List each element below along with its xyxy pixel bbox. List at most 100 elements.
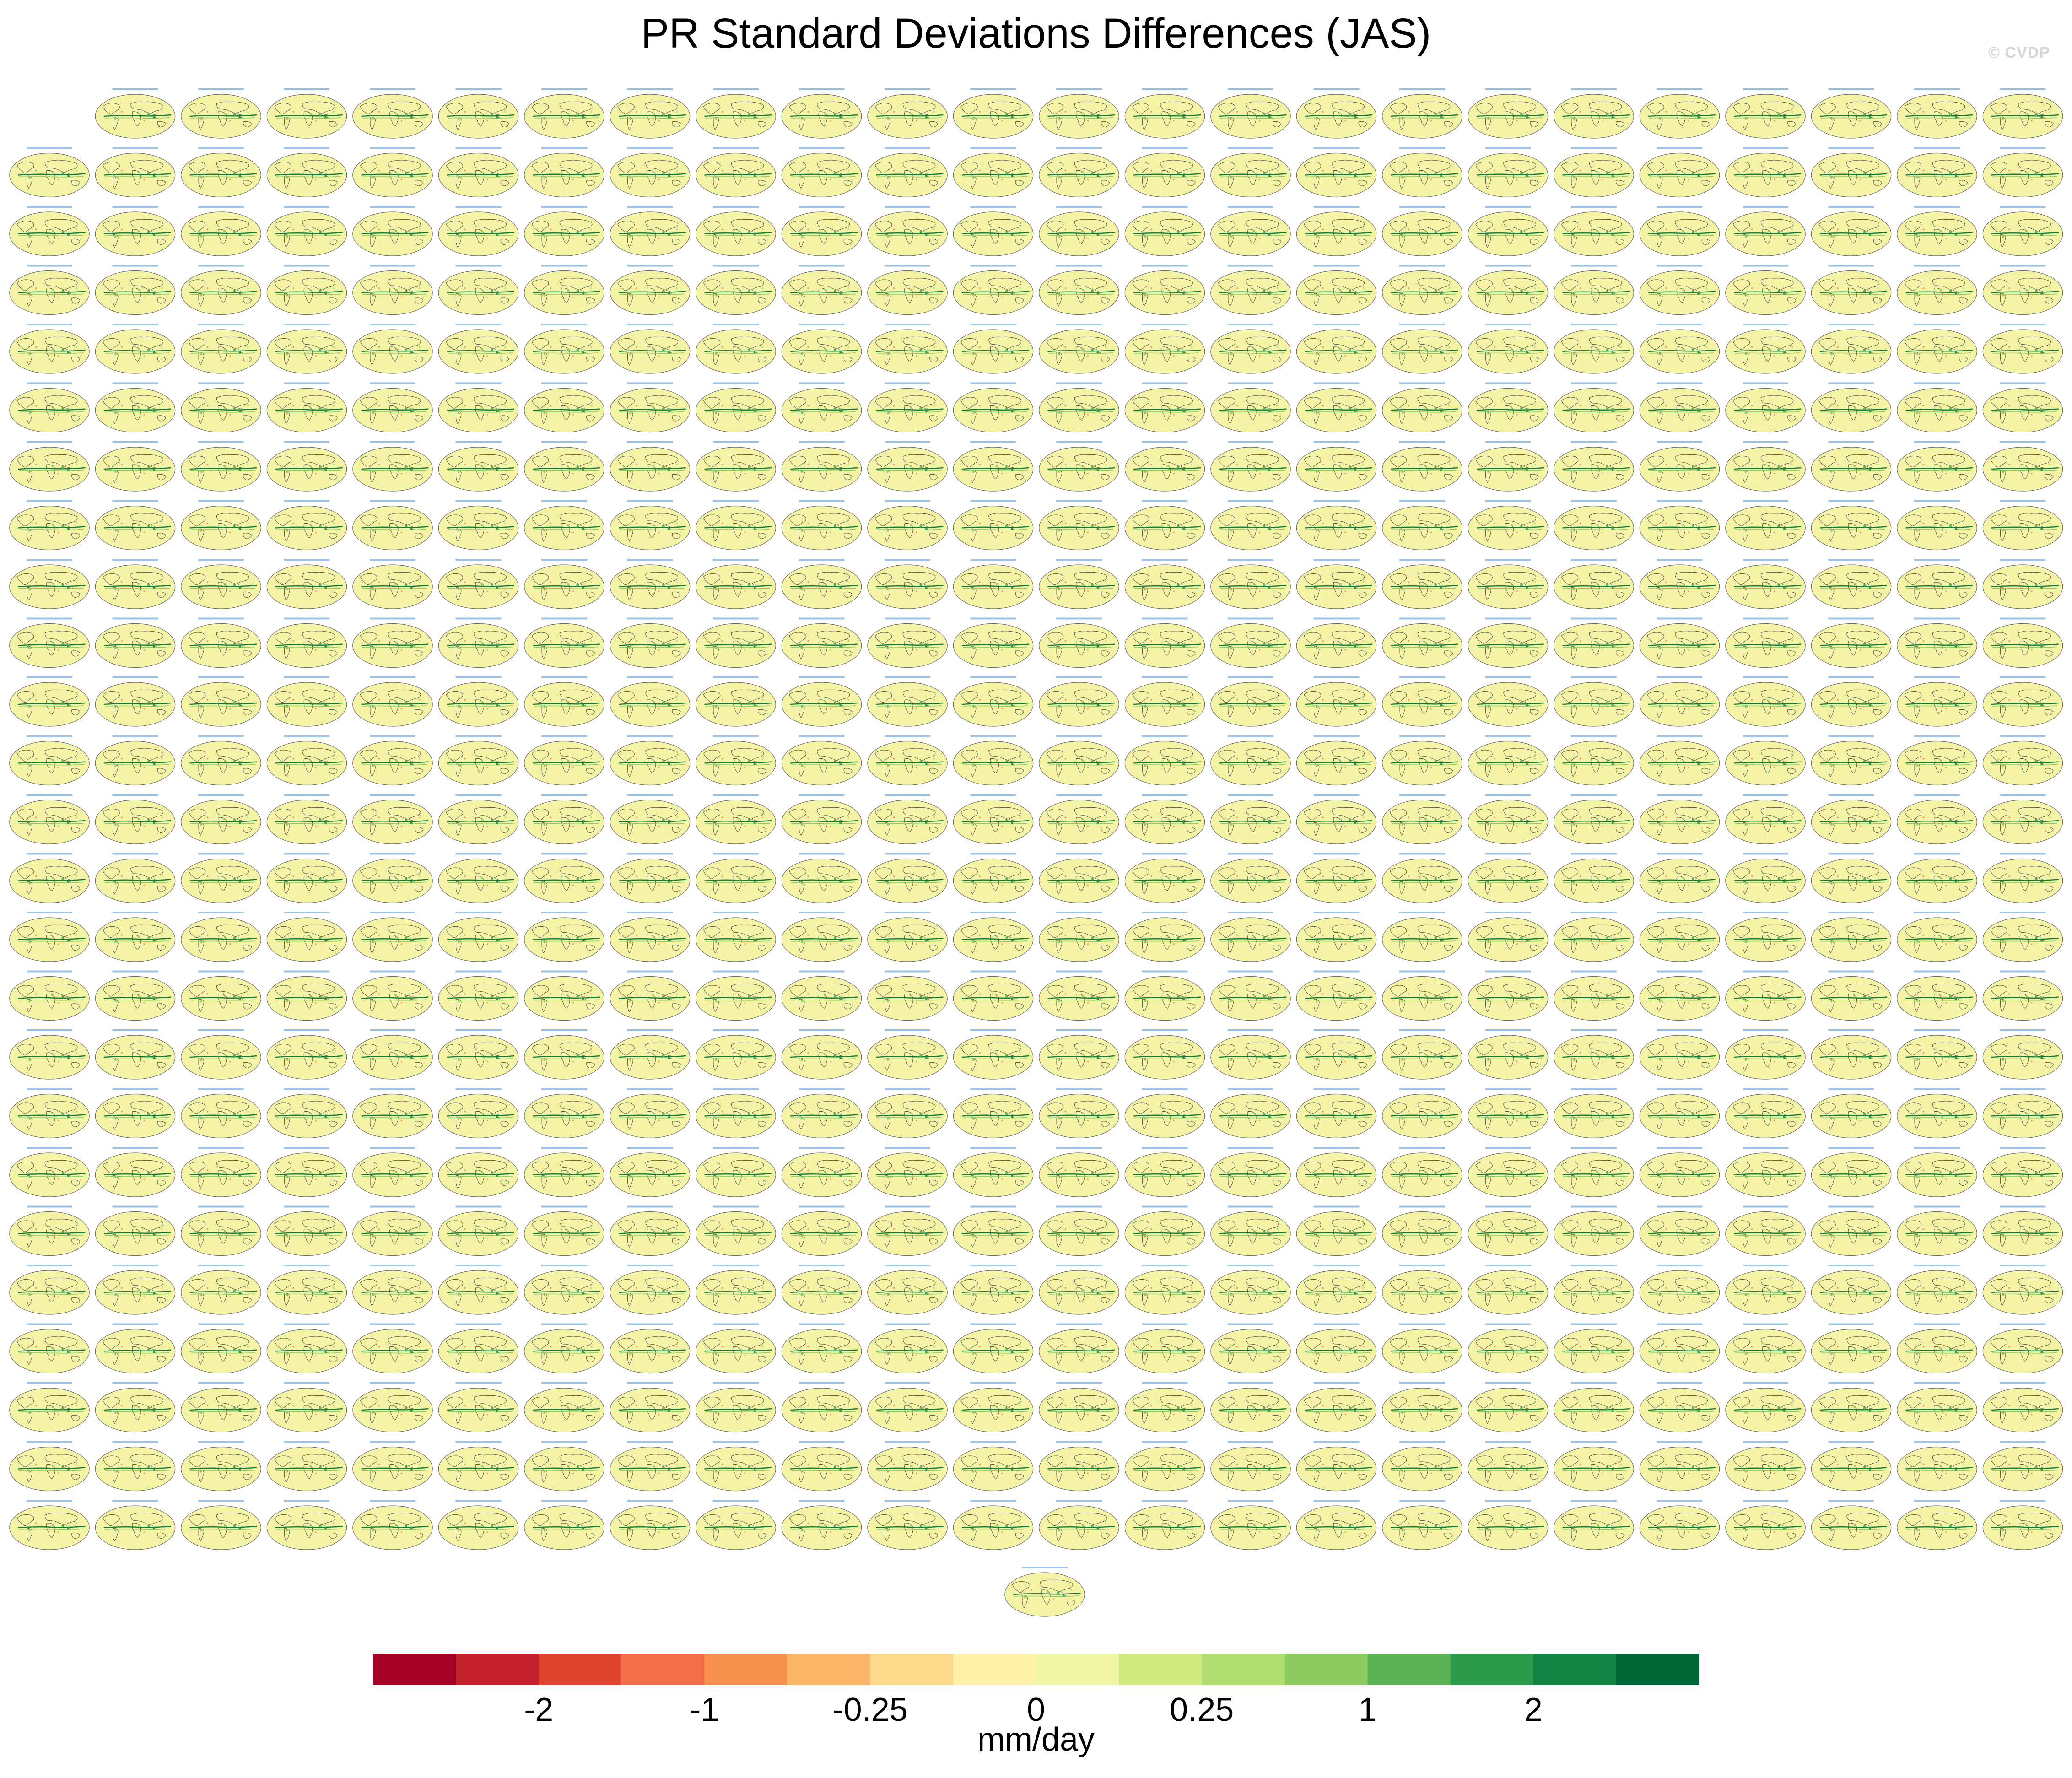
panel-title-mark — [27, 1441, 72, 1443]
map-panel — [1982, 382, 2063, 433]
map-panel — [781, 500, 862, 551]
panel-title-mark — [284, 441, 330, 443]
panel-title-mark — [1571, 1323, 1617, 1325]
map-panel — [1296, 617, 1377, 668]
panel-title-mark — [2000, 88, 2046, 90]
panel-title-mark — [1399, 1088, 1445, 1090]
panel-title-mark — [1228, 1265, 1273, 1266]
map-panel — [1811, 382, 1892, 433]
panel-title-mark — [455, 1500, 502, 1502]
panel-title-mark — [541, 500, 587, 502]
map-panel — [1896, 1147, 1978, 1197]
map-panel — [1468, 735, 1549, 786]
panel-title-mark — [799, 265, 845, 267]
map-panel — [1982, 853, 2063, 903]
map-panel — [180, 1500, 262, 1550]
map-panel — [1038, 1323, 1120, 1374]
map-panel — [953, 147, 1034, 198]
map-panel — [438, 735, 519, 786]
panel-title-mark — [27, 1265, 72, 1266]
panel-title-mark — [627, 206, 673, 208]
panel-title-mark — [112, 1088, 158, 1090]
panel-title-mark — [370, 1147, 415, 1149]
panel-title-mark — [455, 500, 502, 502]
map-panel — [867, 1323, 948, 1374]
panel-title-mark — [2000, 500, 2046, 502]
panel-title-mark — [1228, 88, 1273, 90]
panel-title-mark — [799, 500, 845, 502]
panel-title-mark — [2000, 441, 2046, 443]
map-panel — [1811, 441, 1892, 492]
panel-title-mark — [541, 1265, 587, 1266]
map-panel — [1124, 88, 1205, 139]
panel-title-mark — [1228, 970, 1273, 973]
map-panel — [1210, 1205, 1291, 1256]
panel-title-mark — [1313, 559, 1360, 561]
map-panel — [1124, 382, 1205, 433]
map-panel — [1811, 88, 1892, 139]
panel-title-mark — [799, 794, 845, 796]
panel-title-mark — [112, 1441, 158, 1443]
panel-title-mark — [799, 1500, 845, 1502]
panel-title-mark — [1914, 676, 1960, 678]
map-panel — [781, 1441, 862, 1492]
map-panel — [1725, 970, 1806, 1021]
panel-title-mark — [1399, 1500, 1445, 1502]
panel-title-mark — [198, 1205, 244, 1208]
map-panel — [1553, 676, 1635, 727]
map-panel — [352, 970, 433, 1021]
map-panel — [9, 1382, 90, 1432]
panel-title-mark — [627, 1205, 673, 1208]
map-panel — [523, 206, 605, 256]
panel-title-mark — [1657, 1029, 1703, 1031]
map-panel — [1468, 1029, 1549, 1080]
map-panel — [352, 441, 433, 492]
map-panel — [1296, 382, 1377, 433]
map-panel — [352, 147, 433, 198]
map-panel — [1982, 265, 2063, 315]
panel-title-mark — [799, 1147, 845, 1149]
panel-title-mark — [198, 88, 244, 90]
map-panel — [1124, 1265, 1205, 1315]
panel-title-mark — [1399, 324, 1445, 325]
map-panel — [1381, 970, 1463, 1021]
panel-title-mark — [1914, 1265, 1960, 1266]
colorbar-box — [373, 1654, 456, 1685]
panel-title-mark — [1828, 1441, 1874, 1443]
panel-title-mark — [455, 853, 502, 855]
map-panel — [180, 1382, 262, 1432]
colorbar-tick-label: 2 — [1524, 1692, 1543, 1728]
map-panel — [1811, 324, 1892, 374]
map-panel — [1124, 794, 1205, 844]
panel-title-mark — [1142, 1441, 1188, 1443]
map-panel — [438, 853, 519, 903]
map-panel — [1811, 1029, 1892, 1080]
panel-title-mark — [1142, 206, 1188, 208]
panel-title-mark — [198, 1441, 244, 1443]
panel-title-mark — [455, 676, 502, 678]
map-panel — [95, 500, 176, 551]
panel-title-mark — [885, 265, 930, 267]
map-panel — [867, 1500, 948, 1550]
map-panel — [1553, 500, 1635, 551]
map-panel — [695, 1441, 777, 1492]
map-panel — [523, 676, 605, 727]
map-panel — [1639, 912, 1720, 962]
panel-title-mark — [541, 1029, 587, 1031]
map-panel — [1725, 1205, 1806, 1256]
panel-title-mark — [541, 970, 587, 973]
panel-title-mark — [885, 1029, 930, 1031]
map-panel — [1639, 853, 1720, 903]
panel-title-mark — [1828, 147, 1874, 149]
map-panel — [1210, 1441, 1291, 1492]
map-panel — [266, 1205, 347, 1256]
map-panel — [1639, 1265, 1720, 1315]
panel-title-mark — [1914, 794, 1960, 796]
panel-title-mark — [1228, 1323, 1273, 1325]
map-panel — [1553, 1265, 1635, 1315]
map-panel — [95, 1147, 176, 1197]
panel-title-mark — [1399, 970, 1445, 973]
panel-title-mark — [1485, 147, 1531, 149]
map-panel — [352, 206, 433, 256]
